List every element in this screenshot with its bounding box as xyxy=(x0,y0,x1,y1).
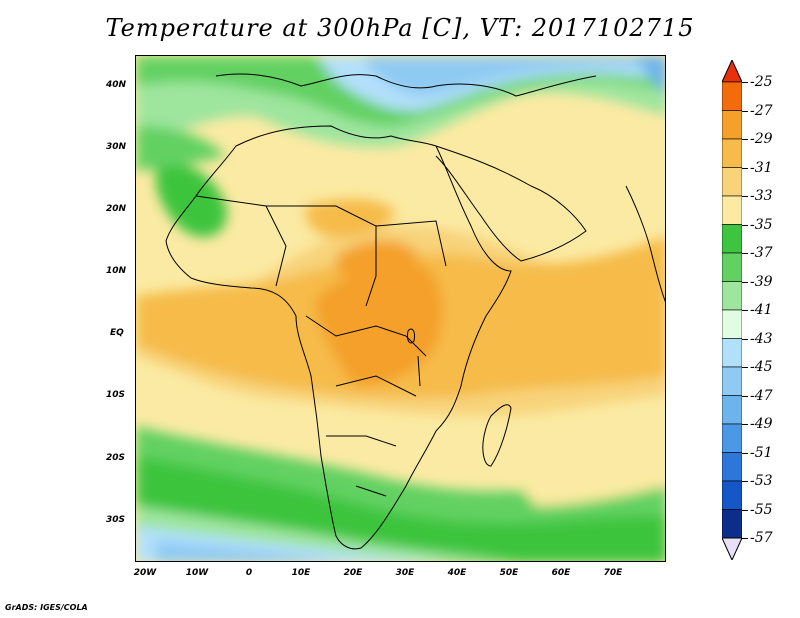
lon-tick-10w: 10W xyxy=(185,568,209,578)
lat-tick-40n: 40N xyxy=(106,80,127,90)
colorbar-tick xyxy=(742,139,748,140)
colorbar-bin xyxy=(722,509,742,539)
colorbar-tick xyxy=(742,367,748,368)
colorbar-top-arrow xyxy=(722,60,742,83)
temperature-field xyxy=(136,56,665,561)
colorbar xyxy=(722,60,742,560)
colorbar-label: -29 xyxy=(750,131,773,147)
colorbar-label: -41 xyxy=(750,302,773,318)
colorbar-tick xyxy=(742,538,748,539)
lon-tick-40e: 40E xyxy=(447,568,467,578)
colorbar-label: -25 xyxy=(750,74,773,90)
colorbar-tick xyxy=(742,110,748,112)
credit-text: GrADS: IGES/COLA xyxy=(5,603,88,612)
lon-tick-0: 0 xyxy=(245,568,253,578)
colorbar-label: -51 xyxy=(750,444,773,461)
colorbar-tick xyxy=(742,424,748,425)
lat-tick-20s: 20S xyxy=(106,453,126,463)
colorbar-tick xyxy=(742,253,748,254)
colorbar-tick xyxy=(742,452,748,454)
colorbar-label: -53 xyxy=(750,473,773,489)
colorbar-bottom-arrow xyxy=(722,537,742,560)
colorbar-bin xyxy=(722,138,742,168)
colorbar-label: -47 xyxy=(750,387,773,404)
colorbar-bin xyxy=(722,338,742,368)
colorbar-tick xyxy=(742,82,748,83)
colorbar-bin xyxy=(722,480,742,510)
lat-tick-30s: 30S xyxy=(106,515,126,525)
colorbar-tick xyxy=(742,196,748,197)
colorbar-label: -57 xyxy=(750,530,773,546)
map-title: Temperature at 300hPa [C], VT: 201710271… xyxy=(105,14,695,42)
colorbar-label: -39 xyxy=(750,273,773,290)
colorbar-label: -55 xyxy=(750,501,773,518)
lon-tick-60e: 60E xyxy=(551,568,571,578)
colorbar-bin xyxy=(722,395,742,425)
colorbar-label: -33 xyxy=(750,188,773,204)
colorbar-label: -31 xyxy=(750,159,773,176)
colorbar-tick xyxy=(742,395,748,397)
lat-tick-10s: 10S xyxy=(106,390,126,400)
colorbar-label: -37 xyxy=(750,245,773,261)
colorbar-bin xyxy=(722,281,742,311)
colorbar-bin xyxy=(722,423,742,453)
lat-tick-eq: EQ xyxy=(110,328,124,338)
coastlines xyxy=(165,73,665,550)
colorbar-bin xyxy=(722,366,742,396)
lon-tick-30e: 30E xyxy=(395,568,415,578)
colorbar-tick xyxy=(742,167,748,169)
colorbar-tick xyxy=(742,338,748,340)
colorbar-bin xyxy=(722,110,742,140)
colorbar-tick xyxy=(742,281,748,283)
colorbar-bin xyxy=(722,224,742,254)
lon-tick-20w: 20W xyxy=(133,568,157,578)
lat-tick-10n: 10N xyxy=(106,266,127,276)
colorbar-bin xyxy=(722,167,742,197)
colorbar-bin xyxy=(722,309,742,339)
colorbar-label: -45 xyxy=(750,359,773,375)
colorbar-tick xyxy=(742,509,748,511)
lon-tick-70e: 70E xyxy=(603,568,623,578)
lat-tick-20n: 20N xyxy=(106,204,127,214)
colorbar-tick xyxy=(742,310,748,311)
colorbar-tick xyxy=(742,481,748,482)
colorbar-label: -43 xyxy=(750,330,773,347)
lon-tick-10e: 10E xyxy=(291,568,311,578)
colorbar-label: -35 xyxy=(750,216,773,233)
map-panel xyxy=(135,55,666,562)
lat-tick-30n: 30N xyxy=(106,142,127,152)
lon-tick-50e: 50E xyxy=(499,568,519,578)
colorbar-label: -49 xyxy=(750,416,773,432)
lon-tick-20e: 20E xyxy=(343,568,363,578)
colorbar-bin xyxy=(722,452,742,482)
colorbar-tick xyxy=(742,224,748,226)
colorbar-bin xyxy=(722,252,742,282)
colorbar-bin xyxy=(722,81,742,111)
colorbar-label: -27 xyxy=(750,102,773,119)
colorbar-bin xyxy=(722,195,742,225)
